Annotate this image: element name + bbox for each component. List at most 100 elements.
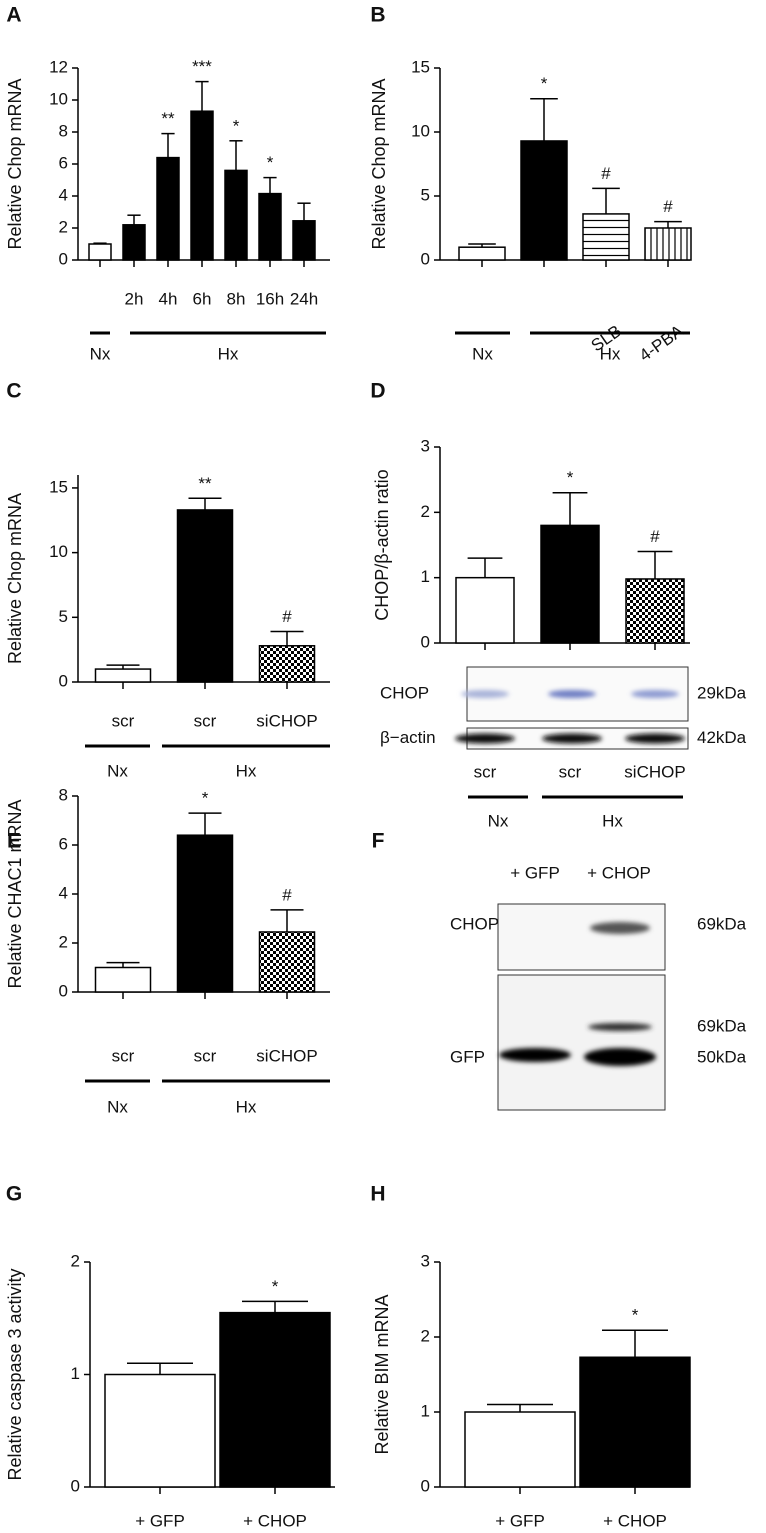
significance: * bbox=[202, 789, 209, 808]
blot-size: 69kDa bbox=[697, 1016, 747, 1035]
group-label: Nx bbox=[472, 344, 493, 363]
y-axis-label: Relative BIM mRNA bbox=[372, 1294, 392, 1454]
bar bbox=[464, 1411, 576, 1488]
y-tick-label: 12 bbox=[49, 57, 68, 76]
y-tick-label: 3 bbox=[421, 436, 430, 455]
y-axis-label: CHOP/β-actin ratio bbox=[372, 469, 392, 620]
y-axis-label: Relative CHAC1 mRNA bbox=[5, 799, 25, 988]
blot-band bbox=[590, 922, 650, 934]
bar bbox=[644, 227, 692, 261]
significance: # bbox=[601, 164, 611, 183]
x-tick-label: siCHOP bbox=[256, 1046, 317, 1065]
bar bbox=[176, 509, 234, 683]
bar bbox=[156, 156, 180, 261]
bar bbox=[122, 224, 146, 261]
y-tick-label: 10 bbox=[49, 542, 68, 561]
group-label: Nx bbox=[107, 761, 128, 780]
group-label: Nx bbox=[488, 811, 509, 830]
blot-label: CHOP bbox=[450, 914, 499, 933]
y-tick-label: 0 bbox=[59, 981, 68, 1000]
y-tick-label: 5 bbox=[421, 185, 430, 204]
bar bbox=[176, 834, 234, 993]
x-tick-label: scr bbox=[194, 711, 217, 730]
significance: # bbox=[282, 607, 292, 626]
panel-letter: H bbox=[370, 1183, 385, 1206]
y-tick-label: 1 bbox=[421, 567, 430, 586]
y-tick-label: 10 bbox=[411, 121, 430, 140]
blot-band bbox=[542, 733, 602, 744]
panel-letter: G bbox=[6, 1183, 22, 1206]
bar bbox=[94, 668, 152, 683]
blot-band bbox=[461, 690, 509, 698]
group-label: Nx bbox=[107, 1097, 128, 1116]
x-tick-label: + CHOP bbox=[243, 1511, 307, 1530]
y-tick-label: 2 bbox=[71, 1251, 80, 1270]
y-tick-label: 0 bbox=[71, 1476, 80, 1495]
y-tick-label: 0 bbox=[421, 1476, 430, 1495]
y-axis-label: Relative Chop mRNA bbox=[5, 493, 25, 664]
group-label: Nx bbox=[90, 344, 111, 363]
significance: # bbox=[650, 527, 660, 546]
y-tick-label: 8 bbox=[59, 121, 68, 140]
y-tick-label: 6 bbox=[59, 834, 68, 853]
blot-band bbox=[455, 733, 515, 744]
y-tick-label: 10 bbox=[49, 89, 68, 108]
y-axis-label: Relative Chop mRNA bbox=[5, 78, 25, 249]
significance: * bbox=[233, 116, 240, 135]
bar bbox=[520, 140, 568, 261]
y-axis-label: Relative caspase 3 activity bbox=[5, 1268, 25, 1480]
bar bbox=[88, 243, 112, 261]
blot-band bbox=[625, 733, 685, 744]
blot-band bbox=[631, 690, 679, 698]
panel-letter: B bbox=[370, 4, 385, 27]
bar bbox=[625, 578, 685, 644]
x-tick-label: scr bbox=[559, 762, 582, 781]
blot-size: 50kDa bbox=[697, 1047, 747, 1066]
bar bbox=[258, 645, 316, 683]
bar bbox=[258, 931, 316, 993]
blot-band bbox=[548, 690, 596, 698]
panel-letter: A bbox=[6, 4, 21, 27]
blot-box bbox=[497, 974, 666, 1111]
y-tick-label: 1 bbox=[421, 1401, 430, 1420]
bar bbox=[190, 110, 214, 261]
x-tick-label: siCHOP bbox=[256, 711, 317, 730]
lane-label: + CHOP bbox=[587, 863, 651, 882]
panel-letter: C bbox=[6, 380, 21, 403]
significance: ** bbox=[161, 109, 175, 128]
x-tick-label: 24h bbox=[290, 289, 318, 308]
y-tick-label: 4 bbox=[59, 883, 68, 902]
x-tick-label: + CHOP bbox=[603, 1511, 667, 1530]
x-tick-label: 4h bbox=[159, 289, 178, 308]
significance: ** bbox=[198, 474, 212, 493]
y-axis-label: Relative Chop mRNA bbox=[369, 78, 389, 249]
group-label: Hx bbox=[236, 761, 257, 780]
bar bbox=[292, 220, 316, 261]
y-tick-label: 15 bbox=[49, 477, 68, 496]
blot-band bbox=[588, 1023, 652, 1031]
lane-label: + GFP bbox=[510, 863, 560, 882]
x-tick-label: 16h bbox=[256, 289, 284, 308]
bar bbox=[455, 576, 515, 644]
significance: * bbox=[541, 74, 548, 93]
y-tick-label: 8 bbox=[59, 785, 68, 804]
x-tick-label: + GFP bbox=[135, 1511, 185, 1530]
blot-label: CHOP bbox=[380, 683, 429, 702]
blot-band bbox=[584, 1048, 656, 1066]
bar bbox=[582, 213, 630, 261]
y-tick-label: 2 bbox=[59, 932, 68, 951]
x-tick-label: + GFP bbox=[495, 1511, 545, 1530]
bar bbox=[540, 524, 600, 644]
blot-size: 29kDa bbox=[697, 683, 747, 702]
y-tick-label: 2 bbox=[421, 502, 430, 521]
group-label: Hx bbox=[600, 344, 621, 363]
significance: * bbox=[632, 1306, 639, 1325]
y-tick-label: 2 bbox=[421, 1326, 430, 1345]
panel-letter: D bbox=[370, 380, 385, 403]
y-tick-label: 0 bbox=[59, 249, 68, 268]
x-tick-label: siCHOP bbox=[624, 762, 685, 781]
significance: * bbox=[272, 1277, 279, 1296]
significance: # bbox=[663, 197, 673, 216]
blot-size: 69kDa bbox=[697, 914, 747, 933]
